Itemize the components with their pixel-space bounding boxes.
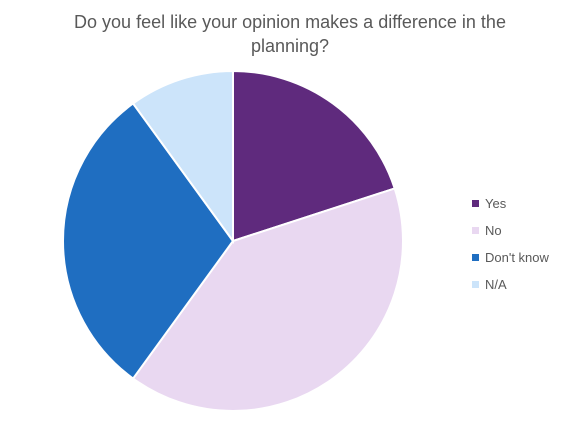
pie-slice-yes bbox=[232, 69, 396, 243]
legend-swatch bbox=[472, 227, 479, 234]
pie-slice-n-a bbox=[131, 69, 234, 245]
legend-item: No bbox=[472, 217, 549, 244]
legend-label: No bbox=[485, 223, 502, 238]
legend-swatch bbox=[472, 200, 479, 207]
legend-label: Don't know bbox=[485, 250, 549, 265]
legend-swatch bbox=[472, 254, 479, 261]
legend-item: N/A bbox=[472, 271, 549, 298]
chart-title: Do you feel like your opinion makes a di… bbox=[74, 12, 506, 56]
chart-legend: Yes No Don't know N/A bbox=[472, 190, 549, 298]
legend-swatch bbox=[472, 281, 479, 288]
pie-slice-don-t-know bbox=[62, 102, 235, 380]
legend-item: Yes bbox=[472, 190, 549, 217]
legend-label: Yes bbox=[485, 196, 507, 211]
pie-slice-no bbox=[131, 187, 404, 412]
legend-item: Don't know bbox=[472, 244, 549, 271]
legend-label: N/A bbox=[485, 277, 507, 292]
